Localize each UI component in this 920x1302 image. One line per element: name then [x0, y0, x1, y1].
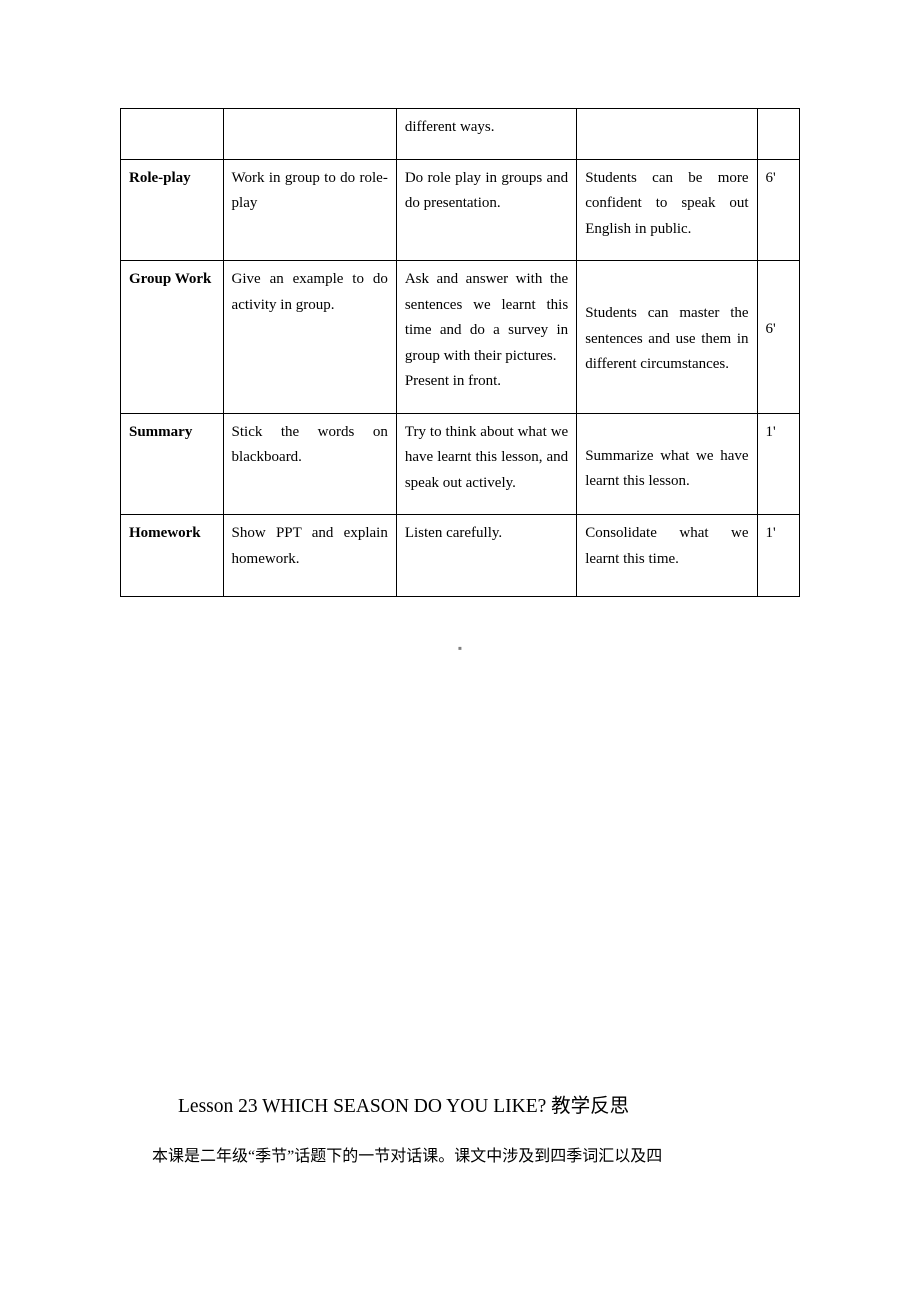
cell-teacher: Give an example to do activity in group. — [223, 261, 396, 414]
cell-purpose: Students can be more confident to speak … — [577, 159, 757, 261]
cell-purpose: Summarize what we have learnt this lesso… — [577, 413, 757, 515]
page-center-marker: ▪ — [120, 641, 800, 656]
page: different ways. Role-play Work in group … — [0, 0, 920, 1302]
reflection-title: Lesson 23 WHICH SEASON DO YOU LIKE? 教学反思 — [120, 1086, 800, 1129]
table-row: Group Work Give an example to do activit… — [121, 261, 800, 414]
cell-teacher: Show PPT and explain homework. — [223, 515, 396, 597]
cell-purpose — [577, 109, 757, 160]
cell-student: Listen carefully. — [396, 515, 576, 597]
cell-time: 1' — [757, 515, 799, 597]
cell-teacher — [223, 109, 396, 160]
cell-student: Ask and answer with the sentences we lea… — [396, 261, 576, 414]
cell-teacher: Stick the words on blackboard. — [223, 413, 396, 515]
reflection-section: Lesson 23 WHICH SEASON DO YOU LIKE? 教学反思… — [120, 1086, 800, 1174]
reflection-body: 本课是二年级“季节”话题下的一节对话课。课文中涉及到四季词汇以及四 — [120, 1139, 800, 1174]
cell-teacher: Work in group to do role-play — [223, 159, 396, 261]
cell-stage — [121, 109, 224, 160]
cell-time — [757, 109, 799, 160]
cell-stage: Summary — [121, 413, 224, 515]
cell-stage: Group Work — [121, 261, 224, 414]
cell-purpose: Consolidate what we learnt this time. — [577, 515, 757, 597]
cell-time: 6' — [757, 159, 799, 261]
cell-stage: Homework — [121, 515, 224, 597]
cell-stage: Role-play — [121, 159, 224, 261]
cell-student: Do role play in groups and do presentati… — [396, 159, 576, 261]
table-row: Homework Show PPT and explain homework. … — [121, 515, 800, 597]
table-row: different ways. — [121, 109, 800, 160]
table-row: Summary Stick the words on blackboard. T… — [121, 413, 800, 515]
cell-student: different ways. — [396, 109, 576, 160]
cell-time: 6' — [757, 261, 799, 414]
cell-time: 1' — [757, 413, 799, 515]
lesson-plan-table: different ways. Role-play Work in group … — [120, 108, 800, 597]
cell-student: Try to think about what we have learnt t… — [396, 413, 576, 515]
cell-purpose: Students can master the sentences and us… — [577, 261, 757, 414]
table-row: Role-play Work in group to do role-play … — [121, 159, 800, 261]
